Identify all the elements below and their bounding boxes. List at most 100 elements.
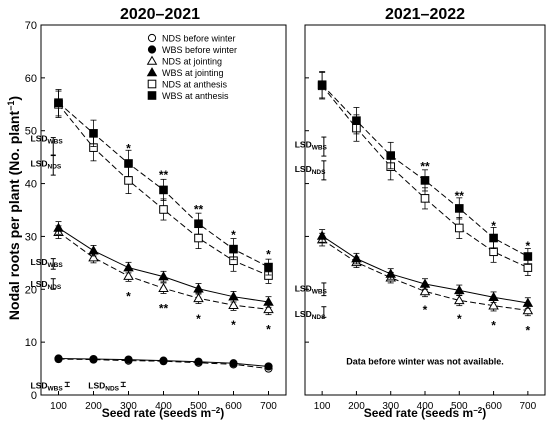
lsd-indicator: LSDNDS	[295, 160, 327, 181]
legend-marker	[147, 45, 157, 54]
legend-entry: WBS before winter	[147, 45, 237, 55]
lsd-label: LSDWBS	[31, 381, 64, 393]
significance-marker: **	[455, 189, 465, 203]
x-axis-label-close: )	[220, 406, 224, 420]
x-tick-label: 700	[260, 401, 277, 412]
no-data-note: Data before winter was not available.	[346, 356, 504, 366]
data-point	[158, 271, 169, 281]
x-tick-label: 300	[120, 401, 137, 412]
lsd-label-main: LSD	[31, 257, 48, 267]
significance-marker: **	[194, 202, 204, 216]
data-point	[488, 300, 499, 310]
data-point	[488, 291, 499, 302]
series-wbs-at-jointing	[316, 229, 534, 309]
lsd-label: LSDNDS	[31, 279, 62, 291]
x-axis-label-main: Seed rate (seeds m	[102, 406, 211, 420]
data-point	[159, 356, 168, 365]
significance-marker: **	[420, 160, 430, 174]
lsd-label: LSDWBS	[31, 133, 64, 145]
x-axis: 100 200 300 400 500 600 700	[305, 77, 537, 412]
lsd-label-main: LSD	[31, 133, 48, 143]
significance-marker: *	[126, 290, 131, 304]
data-point	[53, 222, 64, 232]
data-point	[228, 291, 239, 301]
data-point	[352, 116, 361, 125]
data-point	[89, 354, 98, 364]
significance-marker: *	[526, 239, 531, 253]
series-wbs-at-anthesis	[317, 71, 533, 265]
data-point	[88, 252, 99, 262]
legend-label: NDS at anthesis	[162, 80, 228, 90]
lsd-label: LSDNDS	[31, 159, 62, 171]
significance-marker: *	[457, 312, 462, 326]
lsd-label: LSDWBS	[295, 283, 328, 295]
lsd-indicator: LSDWBS	[295, 136, 328, 157]
legend-marker	[146, 55, 158, 65]
y-tick-label: 40	[25, 179, 37, 191]
significance-marker: *	[126, 142, 131, 156]
x-axis-label-sup: −2	[211, 406, 221, 415]
y-axis-label-close: )	[6, 96, 22, 101]
data-point	[351, 253, 362, 263]
x-tick-label: 300	[382, 401, 399, 412]
series-wbs-at-anthesis	[54, 89, 273, 276]
data-point	[264, 262, 273, 272]
lsd-label-sub: NDS	[312, 169, 326, 176]
data-point	[229, 359, 238, 368]
data-point	[454, 294, 465, 305]
x-axis-label-close: )	[482, 406, 486, 420]
x-tick-label: 700	[520, 401, 537, 412]
annotations: *********** * *LSDWBSLSDNDSLSDWBSLSDNDSLSD…	[31, 133, 272, 392]
x-axis-label: Seed rate (seeds m−2)	[364, 406, 487, 420]
lsd-indicator: LSDNDS	[88, 381, 126, 393]
x-tick-label: 100	[314, 401, 331, 412]
x-tick-label: 200	[85, 401, 102, 412]
x-tick-label: 600	[485, 401, 502, 412]
data-point	[159, 185, 168, 195]
y-tick-label: 70	[25, 20, 37, 32]
data-point	[316, 230, 328, 240]
legend-marker	[147, 33, 157, 43]
data-point	[263, 296, 274, 306]
significance-marker: *	[196, 312, 201, 326]
data-point	[523, 252, 533, 261]
significance-marker: *	[231, 318, 236, 332]
legend-marker	[147, 79, 157, 89]
data-point	[454, 284, 465, 295]
y-tick-label: 30	[25, 231, 37, 243]
data-point	[264, 362, 273, 371]
data-point	[489, 233, 498, 243]
data-point	[194, 219, 203, 229]
data-point	[123, 262, 134, 272]
lsd-indicator: LSDNDS	[31, 278, 62, 291]
lsd-label-main: LSD	[295, 164, 312, 174]
x-axis-label-main: Seed rate (seeds m	[364, 406, 473, 420]
data-point	[419, 278, 431, 288]
lsd-label: LSDNDS	[295, 309, 326, 321]
data-point	[54, 354, 63, 363]
legend-label: WBS at jointing	[162, 68, 224, 78]
data-point	[419, 285, 431, 296]
series-wbs-at-jointing	[53, 221, 274, 308]
y-tick-label: 20	[25, 284, 37, 296]
lsd-label-sub: NDS	[105, 386, 119, 393]
data-point	[420, 194, 430, 203]
significance-marker: *	[491, 319, 496, 333]
significance-marker: *	[266, 322, 271, 336]
lsd-label-main: LSD	[88, 381, 105, 391]
legend-entry: WBS at jointing	[146, 67, 224, 78]
lsd-label-sub: NDS	[48, 164, 62, 171]
y-axis-label-sup: −1	[6, 101, 16, 111]
data-point	[124, 159, 133, 168]
x-tick-label: 400	[417, 401, 434, 412]
legend-marker	[146, 67, 158, 77]
data-point	[522, 297, 534, 307]
significance-marker: **	[159, 301, 169, 315]
lsd-label: LSDNDS	[295, 164, 326, 176]
panel-title: 2020–2021	[120, 6, 200, 23]
legend-label: WBS at anthesis	[162, 91, 229, 101]
lsd-indicator: LSDNDS	[31, 154, 62, 176]
lsd-indicator: LSDWBS	[31, 257, 63, 270]
